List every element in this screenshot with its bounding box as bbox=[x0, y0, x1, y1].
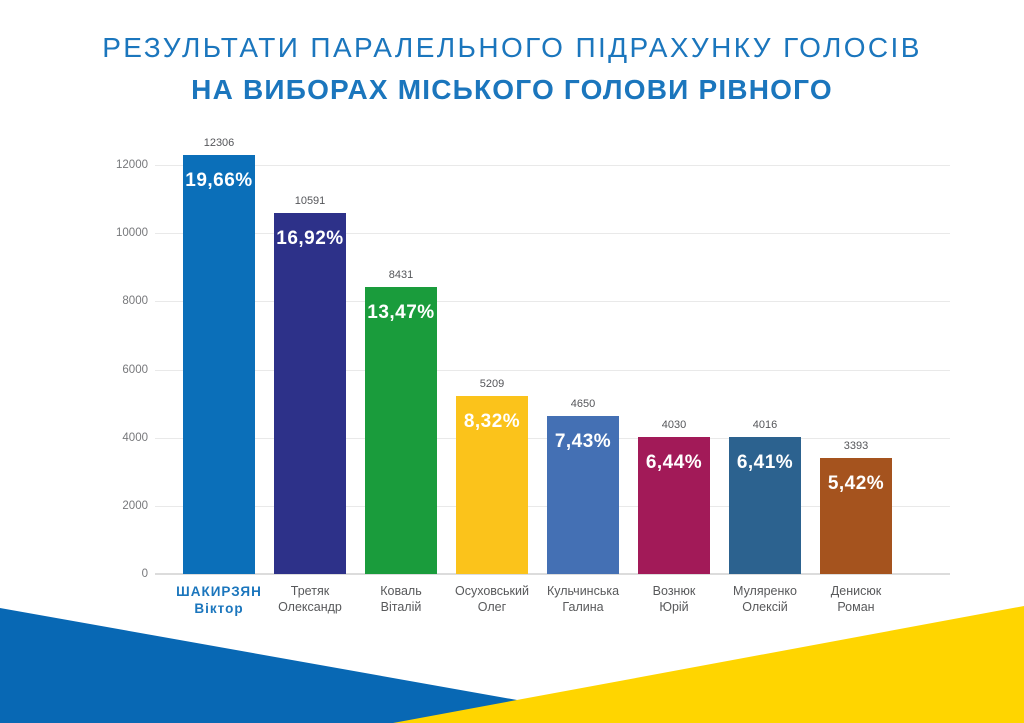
bar-кульчинська: 7,43% bbox=[547, 415, 619, 574]
gridline-10000 bbox=[155, 233, 950, 235]
gridline-8000 bbox=[155, 301, 950, 303]
gridline-6000 bbox=[155, 369, 950, 371]
votes-label: 5209 bbox=[479, 378, 505, 391]
y-tick-label-10000: 10000 bbox=[116, 227, 148, 240]
votes-label: 12306 bbox=[203, 136, 235, 149]
bar-третяк: 16,92% bbox=[274, 213, 346, 574]
y-tick-label-6000: 6000 bbox=[122, 363, 148, 376]
votes-label: 10591 bbox=[294, 195, 326, 208]
title-line-2: НА ВИБОРАХ МІСЬКОГО ГОЛОВИ РІВНОГО bbox=[191, 74, 833, 105]
votes-label: 8431 bbox=[388, 268, 414, 281]
percent-label: 6,44% bbox=[645, 451, 703, 473]
y-tick-label-8000: 8000 bbox=[122, 295, 148, 308]
x-axis-line bbox=[155, 573, 950, 575]
percent-label: 8,32% bbox=[463, 411, 521, 433]
percent-label: 7,43% bbox=[554, 430, 612, 452]
votes-label: 4650 bbox=[570, 397, 596, 410]
percent-label: 13,47% bbox=[367, 301, 435, 323]
votes-label: 4016 bbox=[752, 419, 778, 432]
bar-муляренко: 6,41% bbox=[729, 437, 801, 574]
bar-коваль: 13,47% bbox=[365, 286, 437, 574]
bar-осуховський: 8,32% bbox=[456, 396, 528, 574]
y-tick-label-12000: 12000 bbox=[116, 159, 148, 171]
percent-label: 5,42% bbox=[827, 473, 885, 495]
page-title: РЕЗУЛЬТАТИ ПАРАЛЕЛЬНОГО ПІДРАХУНКУ ГОЛОС… bbox=[0, 27, 1024, 111]
candidate-name-8: Денисюк Роман bbox=[830, 584, 882, 614]
y-tick-label-2000: 2000 bbox=[122, 499, 148, 512]
gridline-12000 bbox=[155, 165, 950, 166]
percent-label: 16,92% bbox=[276, 228, 344, 250]
percent-label: 6,41% bbox=[736, 452, 794, 474]
votes-label: 3393 bbox=[843, 440, 869, 453]
bar-денисюк: 5,42% bbox=[820, 458, 892, 574]
bar-шакирзян: 19,66% bbox=[183, 154, 255, 574]
title-line-1: РЕЗУЛЬТАТИ ПАРАЛЕЛЬНОГО ПІДРАХУНКУ ГОЛОС… bbox=[102, 32, 922, 63]
percent-label: 19,66% bbox=[185, 169, 253, 191]
y-tick-label-4000: 4000 bbox=[122, 431, 148, 444]
votes-label: 4030 bbox=[661, 418, 687, 431]
bar-вознюк: 6,44% bbox=[638, 436, 710, 574]
y-tick-label-0: 0 bbox=[141, 568, 148, 580]
